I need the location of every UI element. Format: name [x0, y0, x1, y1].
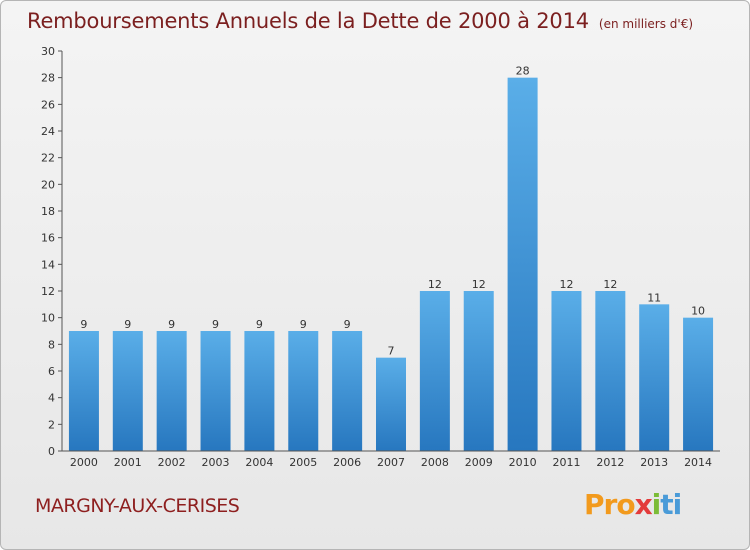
bar-value-label: 9 [300, 318, 307, 331]
logo-part-4: ti [660, 488, 682, 521]
y-tick-label: 20 [41, 178, 55, 191]
y-tick-label: 24 [41, 125, 55, 138]
bar [156, 331, 187, 451]
y-tick-label: 22 [41, 152, 55, 165]
y-tick-label: 4 [48, 392, 55, 405]
logo-part-2: x [634, 488, 653, 521]
x-tick-label: 2009 [465, 456, 493, 469]
y-tick-label: 2 [48, 418, 55, 431]
bar-value-label: 12 [559, 278, 573, 291]
x-tick-label: 2005 [289, 456, 317, 469]
bar-value-label: 9 [344, 318, 351, 331]
y-tick-label: 28 [41, 72, 55, 85]
y-tick-label: 26 [41, 98, 55, 111]
bar [68, 331, 99, 451]
bar-value-label: 9 [124, 318, 131, 331]
chart-title-block: Remboursements Annuels de la Dette de 20… [27, 9, 693, 33]
bar [683, 317, 714, 451]
y-tick-label: 14 [41, 258, 55, 271]
bar-value-label: 9 [212, 318, 219, 331]
logo-part-1: Pro [584, 488, 636, 521]
bar-value-label: 9 [80, 318, 87, 331]
bar-value-label: 9 [256, 318, 263, 331]
bar-value-label: 9 [168, 318, 175, 331]
x-tick-label: 2002 [158, 456, 186, 469]
bar [200, 331, 231, 451]
proxiti-logo: Proxiti [584, 488, 682, 521]
bar [507, 77, 538, 452]
bar-value-label: 12 [472, 278, 486, 291]
x-tick-label: 2010 [509, 456, 537, 469]
bar [419, 291, 450, 451]
x-tick-label: 2000 [70, 456, 98, 469]
x-tick-label: 2004 [245, 456, 273, 469]
y-tick-label: 8 [48, 338, 55, 351]
y-tick-label: 16 [41, 232, 55, 245]
bar [244, 331, 275, 451]
logo-part-3: i [651, 488, 662, 521]
bar-value-label: 7 [388, 345, 395, 358]
x-tick-label: 2014 [684, 456, 712, 469]
x-tick-label: 2012 [596, 456, 624, 469]
bar [332, 331, 363, 451]
y-tick-label: 6 [48, 365, 55, 378]
chart-title: Remboursements Annuels de la Dette de 20… [27, 9, 589, 33]
bar-value-label: 12 [428, 278, 442, 291]
x-axis: 2000 2001 2002 2003 2004 2005 2006 2007 2008 2009… [62, 450, 720, 469]
y-tick-label: 0 [48, 445, 55, 458]
bar [463, 291, 494, 451]
x-tick-label: 2013 [640, 456, 668, 469]
bar [376, 357, 406, 451]
commune-name: MARGNY-AUX-CERISES [35, 495, 240, 517]
bar [551, 291, 582, 451]
y-tick-label: 12 [41, 285, 55, 298]
bar [595, 291, 626, 451]
x-tick-label: 2001 [114, 456, 142, 469]
x-tick-label: 2011 [552, 456, 580, 469]
x-tick-label: 2007 [377, 456, 405, 469]
bar-value-label: 10 [691, 305, 705, 318]
bar [112, 331, 143, 451]
bar-value-label: 11 [647, 291, 661, 304]
x-tick-label: 2003 [202, 456, 230, 469]
x-tick-label: 2008 [421, 456, 449, 469]
bar-value-label: 12 [603, 278, 617, 291]
bars-group: 9 9 9 9 9 9 9 7 12 12 28 12 12 11 10 [68, 65, 714, 452]
x-tick-label: 2006 [333, 456, 361, 469]
bar [639, 304, 670, 451]
y-tick-label: 10 [41, 312, 55, 325]
bar [288, 331, 319, 451]
bar-value-label: 28 [516, 65, 530, 78]
y-tick-label: 18 [41, 205, 55, 218]
chart-unit: (en milliers d'€) [598, 17, 694, 31]
y-tick-label: 30 [41, 45, 55, 58]
